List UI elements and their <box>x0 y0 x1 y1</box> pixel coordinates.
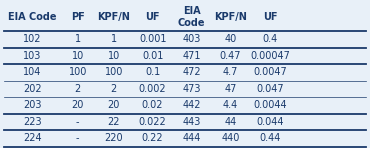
Text: 4.7: 4.7 <box>223 67 238 77</box>
Text: 0.00047: 0.00047 <box>250 51 290 61</box>
Text: 0.1: 0.1 <box>145 67 160 77</box>
Text: 0.047: 0.047 <box>256 84 284 94</box>
Text: 100: 100 <box>105 67 123 77</box>
Text: 10: 10 <box>71 51 84 61</box>
Text: 1: 1 <box>75 34 81 44</box>
Text: 0.044: 0.044 <box>256 117 284 127</box>
Text: PF: PF <box>71 12 85 22</box>
Text: 103: 103 <box>23 51 41 61</box>
Text: 0.022: 0.022 <box>139 117 166 127</box>
Text: 403: 403 <box>182 34 201 44</box>
Text: 442: 442 <box>182 100 201 110</box>
Text: 0.4: 0.4 <box>262 34 278 44</box>
Text: 473: 473 <box>182 84 201 94</box>
Text: 104: 104 <box>23 67 41 77</box>
Text: EIA
Code: EIA Code <box>178 6 205 28</box>
Text: 0.01: 0.01 <box>142 51 163 61</box>
Text: 4.4: 4.4 <box>223 100 238 110</box>
Text: 20: 20 <box>108 100 120 110</box>
Text: 10: 10 <box>108 51 120 61</box>
Text: 0.001: 0.001 <box>139 34 166 44</box>
Text: 1: 1 <box>111 34 117 44</box>
Text: 40: 40 <box>224 34 236 44</box>
Text: 100: 100 <box>68 67 87 77</box>
Text: 0.0047: 0.0047 <box>253 67 287 77</box>
Text: 0.22: 0.22 <box>142 133 164 143</box>
Text: KPF/N: KPF/N <box>97 12 130 22</box>
Text: KPF/N: KPF/N <box>214 12 247 22</box>
Text: 0.0044: 0.0044 <box>253 100 287 110</box>
Text: 224: 224 <box>23 133 42 143</box>
Text: 471: 471 <box>182 51 201 61</box>
Text: 444: 444 <box>182 133 201 143</box>
Text: 223: 223 <box>23 117 42 127</box>
Text: 0.47: 0.47 <box>219 51 241 61</box>
Text: 102: 102 <box>23 34 41 44</box>
Text: 0.002: 0.002 <box>139 84 166 94</box>
Text: UF: UF <box>263 12 278 22</box>
Text: 0.02: 0.02 <box>142 100 164 110</box>
Text: 220: 220 <box>104 133 123 143</box>
Text: 440: 440 <box>221 133 239 143</box>
Text: 0.44: 0.44 <box>259 133 281 143</box>
Text: 44: 44 <box>224 117 236 127</box>
Text: 20: 20 <box>71 100 84 110</box>
Text: -: - <box>76 133 80 143</box>
Text: 2: 2 <box>111 84 117 94</box>
Text: -: - <box>76 117 80 127</box>
Text: 22: 22 <box>108 117 120 127</box>
Text: 2: 2 <box>75 84 81 94</box>
Text: EIA Code: EIA Code <box>8 12 57 22</box>
Text: 47: 47 <box>224 84 236 94</box>
Text: UF: UF <box>145 12 160 22</box>
Text: 472: 472 <box>182 67 201 77</box>
Text: 443: 443 <box>182 117 201 127</box>
Text: 202: 202 <box>23 84 42 94</box>
Text: 203: 203 <box>23 100 41 110</box>
